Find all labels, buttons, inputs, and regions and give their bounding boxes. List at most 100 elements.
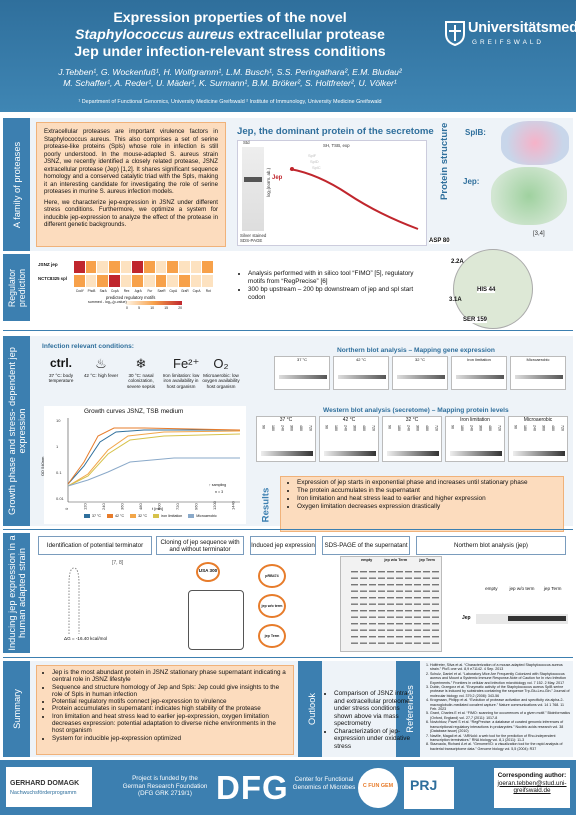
growth-chart-xlabel: t [min] — [152, 506, 163, 511]
heatmap-row-jep — [74, 261, 215, 273]
cfungem-text: C FUN GEM — [362, 783, 394, 789]
sds-band — [423, 616, 430, 618]
western-time: 720 — [560, 425, 565, 431]
sds-band — [351, 636, 358, 638]
section-growth-text: Growth phase and stress- dependent jep e… — [6, 347, 27, 515]
section-label-regulator: Regulator prediction — [3, 254, 30, 321]
sds-band — [414, 623, 421, 625]
reference-item: Dubin, Grzegorz et al. “Enzymatic activi… — [430, 685, 570, 698]
western-group-label: Microaerobic — [523, 417, 553, 423]
svg-text:SplF: SplF — [308, 153, 317, 158]
heatmap-xlabel: predicted regulatory motifs — [106, 295, 156, 300]
sds-band — [378, 642, 385, 644]
heatmap-motif-labels: CodY PhoB SarA CcpA Rex AgrA Fur SaeR CcpA GraR Cc… — [74, 289, 214, 293]
sds-band — [432, 623, 439, 625]
summary-item: Potential regulatory motifs connect jep-… — [52, 698, 288, 705]
sds-band — [405, 597, 412, 599]
poster-footer: GERHARD DOMAGK Nachwuchsförderprogramm P… — [0, 760, 576, 815]
northern-group: Microaerobic — [510, 356, 566, 390]
western-time: 360 — [478, 425, 483, 431]
sds-band — [432, 597, 439, 599]
sds-band — [405, 584, 412, 586]
title-line-2-rest: extracellular protease — [234, 27, 385, 43]
sds-band — [432, 629, 439, 631]
colorbar-tick: 5 — [138, 306, 140, 310]
western-time: 90 — [324, 425, 329, 429]
sds-band — [351, 629, 358, 631]
reference-item: Krogmaan, Philipp et al. “Evolution of p… — [430, 698, 570, 711]
reference-item: Holtfreter, Silva et al. “Characterizati… — [430, 663, 570, 672]
northern-group-label: 37 °C — [296, 357, 308, 362]
western-title: Western blot analysis (secretome) – Mapp… — [323, 407, 509, 414]
condition-text: 30 °C: nasal colonization, severe sepsis — [126, 373, 156, 389]
sds-band — [396, 590, 403, 592]
sds-band — [387, 571, 394, 573]
growth-xtick: 1440 — [231, 500, 236, 510]
condition-icon: O₂ — [213, 356, 229, 371]
university-logo: Universitätsmedizin GREIFSWALD — [444, 18, 576, 60]
northern-induced-header: jep w/o term — [509, 586, 535, 591]
condition-item: ctrl. 37 °C: body temperature — [42, 356, 80, 384]
heatmap-cell — [202, 275, 215, 287]
northern-induced-blot — [476, 614, 568, 624]
heatmap-cell — [202, 261, 215, 273]
heatmap-motif-label: CcpA — [192, 289, 201, 293]
sds-band — [360, 597, 367, 599]
prj-logo: PRJ — [404, 767, 454, 809]
sds-band — [360, 636, 367, 638]
gel-legend-silver: Silver stained — [240, 233, 267, 238]
sds-band — [351, 642, 358, 644]
secretome-title: Jep, the dominant protein of the secreto… — [237, 126, 434, 137]
sds-band — [369, 603, 376, 605]
western-group: 32 °C 90 180 240 360 480 720 — [382, 416, 442, 462]
prj-text: PRJ — [410, 777, 438, 793]
summary-item: System for inducible jep-expression opti… — [52, 735, 288, 742]
contact-email-link[interactable]: joeran.tebben@stud.uni-greifswald.de — [497, 779, 567, 795]
active-site-his: HIS 44 — [477, 287, 496, 293]
logo-sub: GREIFSWALD — [472, 39, 545, 46]
condition-icon: ♨ — [95, 356, 107, 371]
heatmap-motif-label: CcpA — [110, 289, 119, 293]
terminator-ref: [7, 8] — [112, 560, 124, 566]
northern-band — [456, 375, 504, 379]
northern-band — [515, 375, 563, 379]
sds-band — [423, 629, 430, 631]
growth-legend: 37 °C 42 °C 32 °C iron limitation Microaerob… — [84, 514, 244, 518]
northern-group-label: Microaerobic — [526, 357, 550, 362]
western-time: 720 — [308, 425, 313, 431]
active-site-asp: ASP 80 — [429, 238, 450, 244]
process-step: Identification of potential terminator — [38, 536, 152, 555]
sds-band — [432, 577, 439, 579]
active-site-ser: SER 159 — [463, 317, 488, 323]
domagk-bottom: Nachwuchsförderprogramm — [10, 790, 77, 796]
heatmap-motif-label: SarA — [99, 289, 107, 293]
condition-text: Microaerobic: low oxygen availability ho… — [202, 373, 240, 389]
western-time: 720 — [371, 425, 376, 431]
sds-band — [360, 571, 367, 573]
university-shield-icon — [445, 21, 465, 46]
sds-band — [405, 603, 412, 605]
western-band — [324, 451, 376, 456]
contact-title: Corresponding author: — [497, 772, 567, 779]
sds-band — [414, 636, 421, 638]
sds-band — [423, 610, 430, 612]
northern-group-label: 42 °C — [355, 357, 367, 362]
western-time: 240 — [280, 425, 285, 431]
sds-band — [360, 623, 367, 625]
colorbar-ticks: 0 5 10 15 20 — [126, 306, 182, 310]
sds-band — [432, 603, 439, 605]
sds-band — [378, 629, 385, 631]
sds-band — [432, 590, 439, 592]
plasmid-circle: jep w/o term — [258, 594, 286, 618]
western-time: 360 — [352, 425, 357, 431]
heatmap-cell — [109, 261, 121, 273]
sds-band — [369, 616, 376, 618]
protein-structure-title: Protein structure — [439, 122, 450, 200]
western-time: 240 — [406, 425, 411, 431]
western-group-label: 37 °C — [279, 417, 293, 423]
plasmid-circle: pRB474 — [258, 564, 286, 588]
heatmap-cell — [109, 275, 121, 287]
section-outlook-text: Outlook — [306, 692, 317, 726]
sds-band — [414, 610, 421, 612]
sds-band — [396, 603, 403, 605]
